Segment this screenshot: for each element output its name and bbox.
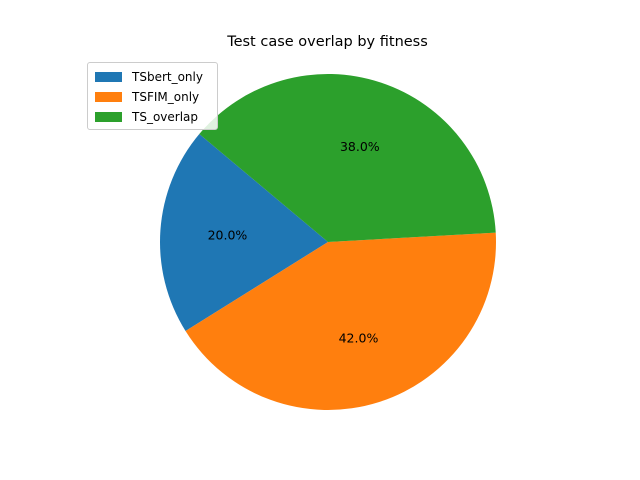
legend-item-ts-overlap: TS_overlap [95, 107, 210, 127]
legend-swatch [95, 72, 122, 82]
pie-labels: 20.0% 42.0% 38.0% [208, 139, 380, 346]
legend-swatch [95, 112, 122, 122]
legend-label: TSbert_only [132, 70, 203, 84]
legend-label: TSFIM_only [132, 90, 200, 104]
legend: TSbert_only TSFIM_only TS_overlap [87, 62, 218, 130]
pie-slice-ts-overlap [199, 73, 496, 242]
pie-slice-tsbert-only [159, 134, 328, 332]
pie-slice-percent-label: 20.0% [208, 227, 248, 242]
legend-item-tsfim-only: TSFIM_only [95, 87, 210, 107]
legend-swatch [95, 92, 122, 102]
pie-slice-percent-label: 42.0% [339, 331, 379, 346]
legend-item-tsbert-only: TSbert_only [95, 67, 210, 87]
pie-slice-percent-label: 38.0% [340, 139, 380, 154]
legend-label: TS_overlap [132, 110, 199, 124]
chart-title: Test case overlap by fitness [227, 34, 428, 50]
pie-slices [159, 73, 497, 411]
pie-slice-tsfim-only [185, 232, 497, 411]
